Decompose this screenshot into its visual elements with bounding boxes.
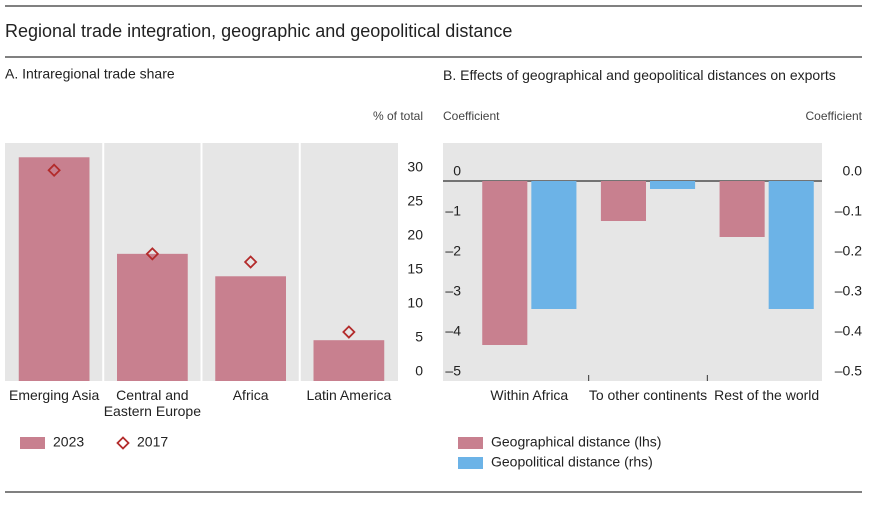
bar xyxy=(719,181,765,237)
y2-tick-label: –0.4 xyxy=(835,323,862,339)
bar xyxy=(482,181,528,345)
legend-label: 2017 xyxy=(137,434,168,450)
legend-label: Geopolitical distance (rhs) xyxy=(491,454,653,470)
y2-tick-label: –0.1 xyxy=(835,203,862,219)
bar xyxy=(215,276,286,381)
bar xyxy=(531,181,577,309)
legend-swatch xyxy=(458,437,483,449)
panel-title: B. Effects of geographical and geopoliti… xyxy=(443,67,836,83)
page-title: Regional trade integration, geographic a… xyxy=(5,21,512,41)
y-tick-label: –1 xyxy=(445,203,461,219)
y-tick-label: 20 xyxy=(407,227,423,243)
bar xyxy=(313,340,385,381)
y-axis-label: % of total xyxy=(373,109,423,123)
bar xyxy=(650,181,696,189)
x-tick-label: Emerging Asia xyxy=(8,387,100,403)
y-tick-label: 30 xyxy=(407,159,423,175)
bar xyxy=(117,253,188,381)
y2-axis-label: Coefficient xyxy=(806,109,863,123)
legend-swatch xyxy=(458,457,483,469)
y-tick-label: 0 xyxy=(415,363,423,379)
legend-label: 2023 xyxy=(53,434,84,450)
x-tick-label: Africa xyxy=(232,387,269,403)
x-tick-label: To other continents xyxy=(588,387,708,403)
y2-tick-label: –0.2 xyxy=(835,243,862,259)
legend-marker xyxy=(116,436,130,450)
y-tick-label: 0 xyxy=(453,163,461,179)
y2-tick-label: –0.3 xyxy=(835,283,862,299)
y-tick-label: –2 xyxy=(445,243,461,259)
x-tick-label: Central and Eastern Europe xyxy=(103,387,202,419)
x-tick-label: Rest of the world xyxy=(714,387,820,403)
bar xyxy=(18,157,90,381)
y-tick-label: 10 xyxy=(407,295,423,311)
diamond-marker xyxy=(342,325,356,339)
bar xyxy=(768,181,814,309)
legend-label: Geographical distance (lhs) xyxy=(491,434,661,450)
y2-tick-label: 0.0 xyxy=(843,163,863,179)
y-tick-label: –3 xyxy=(445,283,461,299)
y-axis-label: Coefficient xyxy=(443,109,500,123)
y-tick-label: –4 xyxy=(445,323,461,339)
x-tick-label: Latin America xyxy=(306,387,392,403)
diamond-marker xyxy=(145,247,160,261)
y2-tick-label: –0.5 xyxy=(835,363,862,379)
y-tick-label: 25 xyxy=(407,193,423,209)
y-tick-label: 15 xyxy=(407,261,423,277)
diamond-marker xyxy=(243,255,258,269)
bar xyxy=(600,181,646,221)
y-tick-label: 5 xyxy=(415,329,423,345)
legend-swatch xyxy=(20,437,45,449)
diamond-marker xyxy=(47,163,61,177)
x-tick-label: Within Africa xyxy=(490,387,569,403)
panel-title: A. Intraregional trade share xyxy=(5,66,175,82)
y-tick-label: –5 xyxy=(445,363,461,379)
